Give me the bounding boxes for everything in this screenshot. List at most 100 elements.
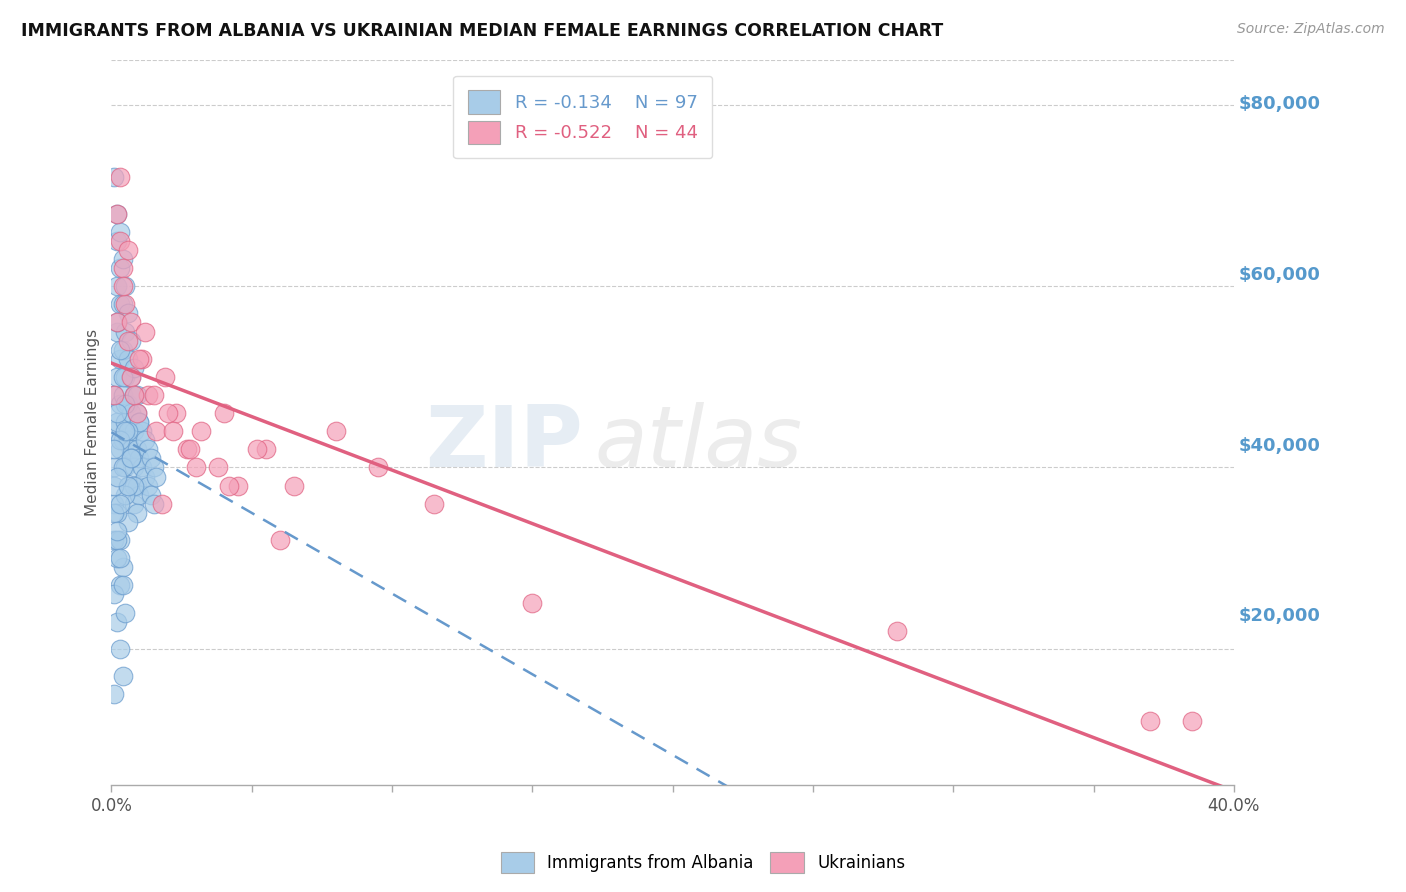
- Point: [226, 478, 249, 492]
- Point: [117, 424, 139, 438]
- Point: [162, 424, 184, 438]
- Point: [176, 442, 198, 457]
- Point: [111, 669, 134, 683]
- Point: [111, 560, 134, 574]
- Point: [269, 533, 291, 547]
- Point: [125, 478, 148, 492]
- Point: [165, 406, 187, 420]
- Point: [114, 279, 136, 293]
- Point: [103, 587, 125, 601]
- Point: [114, 397, 136, 411]
- Point: [103, 497, 125, 511]
- Point: [103, 388, 125, 402]
- Point: [139, 488, 162, 502]
- Point: [122, 388, 145, 402]
- Point: [423, 497, 446, 511]
- Point: [122, 424, 145, 438]
- Point: [283, 478, 305, 492]
- Point: [156, 406, 179, 420]
- Point: [125, 406, 148, 420]
- Point: [111, 369, 134, 384]
- Point: [114, 415, 136, 429]
- Point: [105, 207, 128, 221]
- Point: [117, 351, 139, 366]
- Point: [111, 252, 134, 266]
- Point: [105, 469, 128, 483]
- Point: [153, 369, 176, 384]
- Point: [111, 343, 134, 357]
- Point: [522, 597, 544, 611]
- Point: [122, 497, 145, 511]
- Point: [111, 460, 134, 475]
- Point: [105, 415, 128, 429]
- Point: [114, 325, 136, 339]
- Point: [114, 606, 136, 620]
- Point: [108, 442, 131, 457]
- Point: [128, 351, 150, 366]
- Point: [108, 297, 131, 311]
- Point: [103, 506, 125, 520]
- Point: [120, 334, 142, 348]
- Legend: Immigrants from Albania, Ukrainians: Immigrants from Albania, Ukrainians: [494, 846, 912, 880]
- Point: [105, 234, 128, 248]
- Point: [136, 388, 159, 402]
- Point: [120, 451, 142, 466]
- Point: [103, 442, 125, 457]
- Point: [145, 424, 167, 438]
- Point: [105, 506, 128, 520]
- Point: [111, 279, 134, 293]
- Point: [136, 478, 159, 492]
- Point: [142, 460, 165, 475]
- Point: [108, 497, 131, 511]
- Point: [142, 497, 165, 511]
- Point: [111, 261, 134, 276]
- Point: [125, 388, 148, 402]
- Point: [108, 551, 131, 566]
- Point: [111, 434, 134, 448]
- Point: [134, 434, 156, 448]
- Point: [114, 488, 136, 502]
- Point: [367, 460, 389, 475]
- Point: [105, 279, 128, 293]
- Text: Source: ZipAtlas.com: Source: ZipAtlas.com: [1237, 22, 1385, 37]
- Point: [145, 469, 167, 483]
- Point: [103, 170, 125, 185]
- Point: [114, 297, 136, 311]
- Point: [184, 460, 207, 475]
- Point: [139, 451, 162, 466]
- Point: [134, 469, 156, 483]
- Point: [254, 442, 277, 457]
- Y-axis label: Median Female Earnings: Median Female Earnings: [86, 328, 100, 516]
- Point: [114, 369, 136, 384]
- Point: [105, 316, 128, 330]
- Point: [125, 506, 148, 520]
- Point: [103, 478, 125, 492]
- Point: [128, 488, 150, 502]
- Point: [117, 434, 139, 448]
- Point: [120, 316, 142, 330]
- Point: [120, 451, 142, 466]
- Point: [117, 478, 139, 492]
- Point: [117, 478, 139, 492]
- Point: [122, 460, 145, 475]
- Text: atlas: atlas: [595, 402, 801, 485]
- Point: [103, 460, 125, 475]
- Point: [1139, 714, 1161, 729]
- Point: [142, 388, 165, 402]
- Point: [246, 442, 269, 457]
- Point: [108, 225, 131, 239]
- Point: [103, 533, 125, 547]
- Point: [325, 424, 347, 438]
- Point: [103, 424, 125, 438]
- Point: [108, 397, 131, 411]
- Point: [105, 551, 128, 566]
- Point: [886, 624, 908, 638]
- Point: [125, 442, 148, 457]
- Text: ZIP: ZIP: [425, 402, 583, 485]
- Point: [120, 369, 142, 384]
- Point: [128, 415, 150, 429]
- Point: [120, 369, 142, 384]
- Point: [131, 424, 153, 438]
- Point: [108, 170, 131, 185]
- Point: [122, 360, 145, 375]
